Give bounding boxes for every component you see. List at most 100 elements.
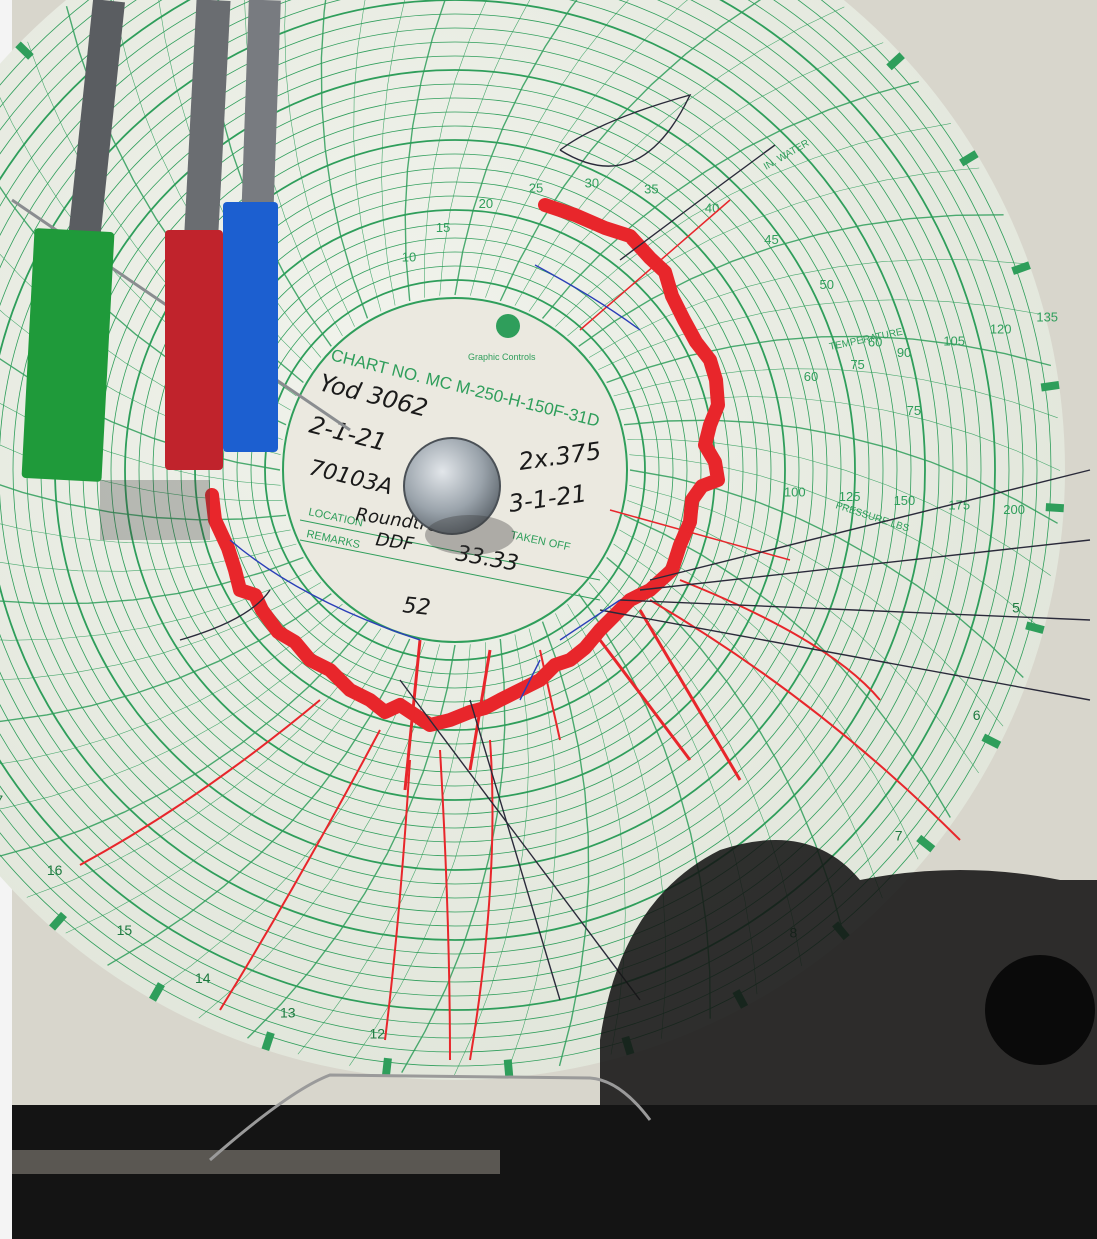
- red-arc-1: [79, 699, 321, 866]
- grid-ring: [250, 265, 660, 675]
- grid-arc: [0, 603, 343, 765]
- hour-mark-label: 17: [0, 792, 3, 808]
- chart-hub: [403, 437, 501, 535]
- label-rule-2: [299, 539, 601, 601]
- grid-arc: [623, 419, 1058, 524]
- grid-arc: [0, 570, 312, 641]
- pressure-number: 150: [894, 493, 916, 508]
- grid-arc: [613, 543, 883, 899]
- hub-shadow: [425, 515, 515, 555]
- grid-ring: [0, 0, 982, 997]
- grid-arc: [320, 0, 369, 319]
- red-pen-arm: [183, 0, 231, 251]
- grid-ring: [222, 237, 688, 703]
- red-pressure-trace: [79, 198, 961, 1061]
- hour-tick-bar: [916, 834, 936, 853]
- red-arc-7: [679, 579, 881, 701]
- grid-arc: [0, 621, 369, 857]
- grid-arc: [578, 214, 1004, 347]
- grid-ring: [152, 167, 758, 773]
- temperature-number: 135: [1036, 310, 1058, 325]
- red-spike-3: [539, 649, 561, 741]
- red-arc-8: [579, 199, 731, 331]
- green-pen-head: [21, 228, 115, 482]
- scale-number: 40: [705, 200, 719, 215]
- logo-text: Graphic Controls: [468, 352, 536, 362]
- case-bottom-ledge: [0, 1150, 500, 1174]
- hour-tick-bar: [886, 52, 905, 71]
- grid-arc: [619, 529, 919, 860]
- shadow-overlay: [600, 840, 1097, 1110]
- grid-ring: [0, 0, 954, 969]
- grid-arc: [629, 485, 1004, 727]
- blue-pen-head: [223, 202, 278, 452]
- red-pen-head: [165, 230, 223, 470]
- recorder-pen-arms: [11, 0, 351, 540]
- blue-ink-traces: [229, 264, 641, 701]
- grid-ring: [138, 153, 772, 787]
- black-ink-traces: [179, 93, 1091, 1001]
- red-spike-2: [468, 649, 492, 771]
- grid-arc: [401, 638, 506, 1073]
- grid-arc: [528, 42, 884, 312]
- grid-ring: [166, 181, 744, 759]
- grid-ring: [236, 251, 674, 689]
- temperature-number: 120: [990, 321, 1012, 336]
- hour-mark-label: 15: [117, 922, 133, 938]
- scale-number: 75: [907, 403, 921, 418]
- grid-arc: [424, 0, 487, 298]
- hour-mark-label: 12: [370, 1026, 386, 1042]
- pressure-number: 125: [839, 489, 861, 504]
- chart-hour-ticks: 121314151617185678: [0, 41, 1065, 1078]
- red-arc-2: [219, 729, 381, 1011]
- hour-mark-label: 14: [195, 970, 211, 986]
- temperature-number: 60: [804, 369, 818, 384]
- grid-ring: [12, 27, 898, 913]
- grid-arc: [541, 621, 590, 1067]
- chart-center-ring: [282, 297, 628, 643]
- grid-arc: [485, 0, 688, 298]
- grid-ring: [0, 0, 1010, 1025]
- grid-ring: [0, 0, 940, 955]
- hour-tick-bar: [1040, 381, 1060, 392]
- hour-tick-bar: [381, 1057, 392, 1077]
- grid-arc: [404, 0, 446, 302]
- case-knob: [985, 955, 1095, 1065]
- grid-arc: [613, 368, 1058, 419]
- grid-ring: [0, 0, 926, 941]
- hour-tick-bar: [149, 982, 165, 1002]
- hour-tick-bar: [981, 733, 1002, 749]
- temperature-number: 105: [943, 333, 965, 348]
- scale-number: 50: [820, 277, 834, 292]
- hour-mark-label: 5: [1012, 599, 1020, 615]
- grid-arc: [454, 0, 578, 296]
- scale-number: 10: [402, 250, 416, 265]
- grid-arc: [555, 123, 951, 327]
- grid-arc: [284, 0, 355, 327]
- red-spike-5: [638, 609, 742, 781]
- red-arc-5: [469, 739, 494, 1061]
- grid-arc: [619, 396, 1061, 471]
- blue-pen-arm: [241, 0, 281, 221]
- grid-ring: [0, 0, 1052, 1067]
- hour-tick-bar: [1011, 261, 1031, 275]
- scale-number: 35: [644, 182, 658, 197]
- grid-arc: [0, 582, 322, 681]
- grid-ring: [264, 279, 646, 661]
- label-rule-1: [299, 519, 601, 581]
- grid-arc: [606, 335, 1052, 384]
- chart-grid-rings: [0, 0, 1052, 1067]
- hour-mark-label: 7: [895, 827, 903, 843]
- green-pen-arm: [67, 0, 125, 251]
- hour-tick-bar: [49, 911, 67, 931]
- grid-ring: [110, 125, 800, 815]
- grid-arc: [499, 0, 762, 302]
- grid-arc: [588, 258, 1024, 358]
- grid-arc: [598, 299, 1040, 370]
- red-spike-1: [403, 639, 422, 791]
- scale-number: 15: [436, 220, 450, 235]
- hour-tick-bar: [503, 1059, 514, 1078]
- red-arc-3: [384, 759, 411, 1041]
- red-arc-9: [609, 509, 791, 561]
- pen-shadow: [100, 480, 210, 540]
